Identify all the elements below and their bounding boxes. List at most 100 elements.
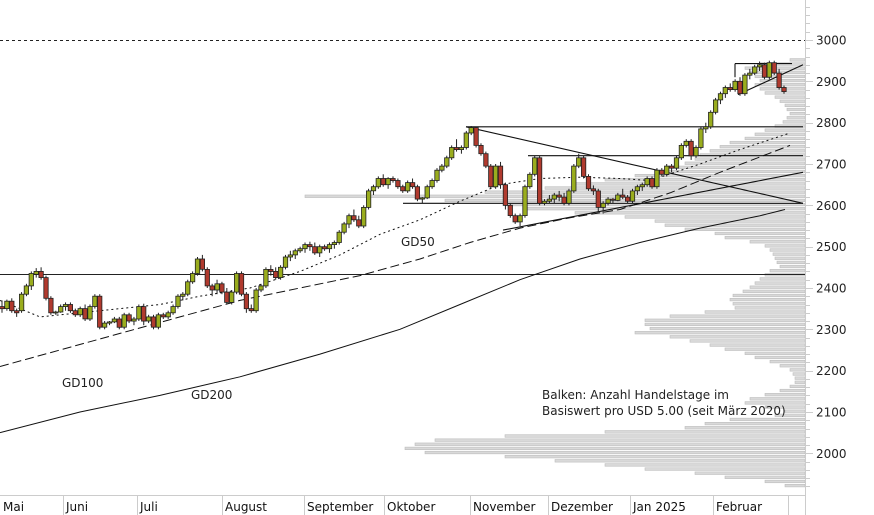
candle (341, 223, 347, 233)
profile-bar (744, 136, 806, 141)
gd50-label: GD50 (401, 235, 435, 249)
candle (757, 64, 763, 68)
profile-bar (674, 165, 806, 169)
candle (160, 314, 166, 318)
candle (434, 169, 440, 181)
candle (62, 304, 69, 307)
y-tick-label: 2600 (816, 199, 847, 213)
candle (473, 127, 479, 146)
profile-bar (769, 360, 806, 364)
candle (263, 268, 269, 287)
trend-line (465, 126, 804, 204)
y-tick-label: 2900 (816, 75, 847, 89)
profile-bar (524, 207, 806, 211)
profile-bar (769, 269, 806, 273)
candle (400, 186, 406, 192)
candle (761, 64, 768, 78)
candle (209, 285, 215, 291)
candle (659, 169, 665, 175)
candle (297, 248, 303, 252)
profile-bar (604, 463, 806, 467)
profile-bar (732, 293, 806, 298)
profile-bar (634, 331, 806, 335)
candle (634, 186, 641, 192)
candle (273, 270, 279, 278)
candle (277, 266, 284, 278)
candle (92, 295, 98, 307)
y-tick-label: 2800 (816, 116, 847, 130)
candle (307, 244, 313, 248)
candle (106, 321, 113, 324)
profile-bar (732, 302, 806, 306)
profile-bar (759, 277, 806, 281)
candle (444, 157, 450, 167)
x-month-label: August (225, 500, 267, 514)
profile-bar (424, 450, 806, 455)
candle (405, 182, 411, 192)
candle (33, 270, 39, 275)
candle (390, 178, 396, 181)
candle (649, 178, 655, 188)
profile-bar (764, 479, 806, 484)
candle (541, 200, 548, 204)
y-tick-label: 2200 (816, 364, 847, 378)
profile-bar (434, 438, 806, 442)
candle (458, 147, 465, 150)
candle (683, 140, 689, 146)
candle (688, 140, 694, 157)
candle (463, 132, 469, 148)
candle (150, 316, 157, 328)
candle (449, 147, 455, 159)
gd100-label: GD100 (62, 376, 103, 390)
profile-bar (786, 107, 806, 112)
profile-bar (749, 285, 806, 289)
candle (53, 311, 59, 314)
candle (742, 74, 748, 95)
candle (537, 157, 543, 204)
y-tick-label: 2100 (816, 405, 847, 419)
profile-bar (724, 475, 806, 479)
candle (483, 153, 489, 167)
candle (395, 180, 401, 188)
candle (292, 250, 298, 256)
candle (346, 215, 352, 225)
profile-bar (794, 376, 806, 380)
gd100-line (0, 144, 791, 367)
candle (82, 308, 88, 320)
candle (72, 310, 78, 316)
candle (615, 194, 621, 201)
profile-bar (754, 281, 806, 285)
profile-bar (414, 442, 806, 446)
candle (605, 198, 611, 204)
candle (629, 190, 636, 202)
x-month-label: Juli (139, 500, 158, 514)
x-month-label: Dezember (551, 500, 613, 514)
candle (214, 283, 220, 291)
candle (18, 293, 25, 312)
candle (219, 283, 225, 293)
y-tick-label: 2500 (816, 240, 847, 254)
profile-note-line2: Basiswert pro USD 5.00 (seit März 2020) (542, 404, 786, 418)
profile-bar (749, 240, 806, 244)
candle (336, 231, 342, 243)
candle (165, 312, 171, 318)
candle (488, 165, 494, 188)
candle (713, 99, 719, 113)
profile-bar (669, 314, 806, 318)
candle (370, 186, 377, 192)
candle (385, 178, 391, 186)
candle (312, 246, 318, 254)
profile-bar (724, 347, 806, 351)
candle (9, 300, 15, 312)
x-month-label: November (473, 500, 535, 514)
candle (492, 165, 499, 188)
profile-bar (734, 306, 806, 310)
candle (620, 194, 626, 198)
candle (732, 80, 738, 91)
candle (625, 196, 631, 202)
candle (781, 87, 787, 92)
candle (669, 165, 675, 169)
candle (58, 306, 64, 313)
candle (23, 285, 30, 295)
profile-bar (689, 339, 806, 343)
